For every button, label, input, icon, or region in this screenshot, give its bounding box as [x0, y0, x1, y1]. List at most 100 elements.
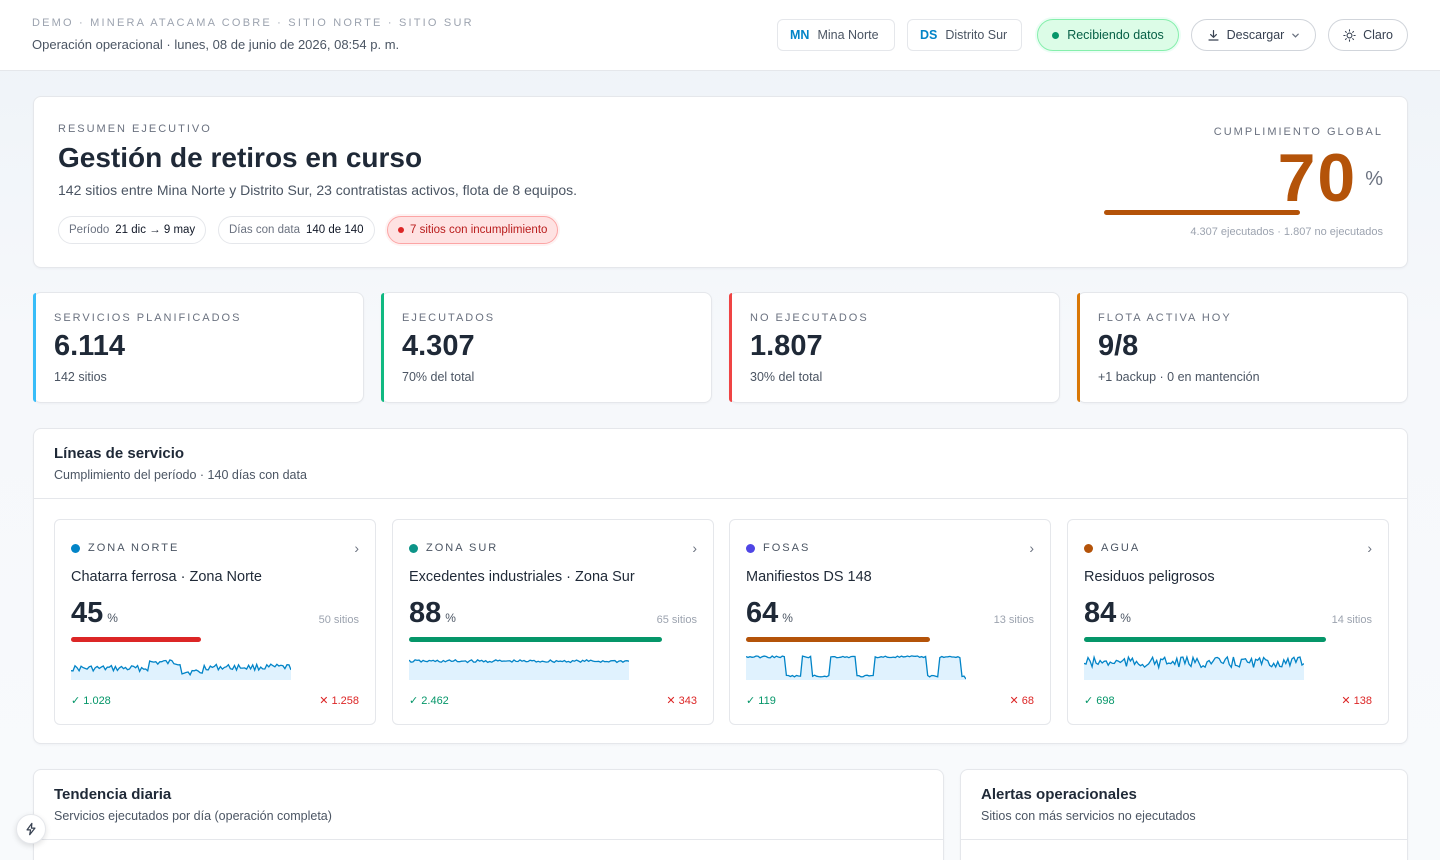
- chevron-down-icon: [1292, 33, 1300, 38]
- summary-description: 142 sitios entre Mina Norte y Distrito S…: [58, 182, 578, 198]
- daily-trend-title: Tendencia diaria: [54, 786, 172, 803]
- kpi-sub: 70% del total: [402, 370, 475, 384]
- kpi-sub: 142 sitios: [54, 370, 107, 384]
- summary-eyebrow: RESUMEN EJECUTIVO: [58, 123, 212, 135]
- service-line-executed-count: ✓ 698: [1084, 695, 1115, 707]
- sun-icon: [1343, 28, 1356, 42]
- live-status-badge[interactable]: Recibiendo datos: [1037, 19, 1179, 51]
- sparkline-line: [746, 655, 966, 680]
- site-button-mina-norte[interactable]: MN Mina Norte: [777, 19, 895, 51]
- service-line-tag: AGUA: [1084, 542, 1140, 554]
- period-label: Período: [69, 224, 110, 236]
- bolt-icon: [26, 822, 36, 836]
- service-line-name: Excedentes industriales · Zona Sur: [409, 569, 635, 585]
- compliance-progress-fill: [1104, 210, 1300, 215]
- service-lines-card: Líneas de servicio Cumplimiento del perí…: [33, 428, 1408, 744]
- live-dot-icon: [1052, 31, 1060, 39]
- service-line-card-agua[interactable]: AGUA › Residuos peligrosos 84 % 14 sitio…: [1067, 519, 1389, 725]
- service-line-percent: 88 %: [409, 597, 456, 630]
- service-line-progress-bar: [746, 637, 930, 642]
- page-subtitle: Operación operacional · lunes, 08 de jun…: [32, 37, 400, 52]
- status-dot-icon: [746, 543, 755, 553]
- service-line-tag: ZONA SUR: [409, 542, 498, 554]
- service-line-percent-unit: %: [1120, 611, 1131, 625]
- site-code: MN: [790, 28, 810, 42]
- daily-trend-card: Tendencia diaria Servicios ejecutados po…: [33, 769, 944, 860]
- service-line-card-zona-norte[interactable]: ZONA NORTE › Chatarra ferrosa · Zona Nor…: [54, 519, 376, 725]
- service-line-card-fosas[interactable]: FOSAS › Manifiestos DS 148 64 % 13 sitio…: [729, 519, 1051, 725]
- period-chip: Período 21 dic → 9 may: [58, 216, 207, 244]
- download-label: Descargar: [1226, 28, 1285, 42]
- service-line-executed-count: ✓ 2.462: [409, 695, 449, 707]
- days-chip: Días con data 140 de 140: [218, 216, 375, 244]
- kpi-sub: 30% del total: [750, 370, 823, 384]
- alerts-title: Alertas operacionales: [981, 786, 1137, 803]
- alerts-subtitle: Sitios con más servicios no ejecutados: [981, 809, 1196, 823]
- site-label: Distrito Sur: [945, 28, 1008, 42]
- service-line-name: Chatarra ferrosa · Zona Norte: [71, 569, 262, 585]
- top-bar: DEMO · MINERA ATACAMA COBRE · SITIO NORT…: [0, 0, 1440, 71]
- chevron-right-icon[interactable]: ›: [1029, 540, 1034, 556]
- service-line-sparkline: [409, 658, 629, 680]
- service-line-sparkline: [71, 659, 291, 680]
- service-lines-title: Líneas de servicio: [54, 445, 185, 462]
- compliance-unit: %: [1365, 168, 1383, 190]
- download-button[interactable]: Descargar: [1191, 19, 1316, 51]
- service-line-card-zona-sur[interactable]: ZONA SUR › Excedentes industriales · Zon…: [392, 519, 714, 725]
- service-line-percent: 45 %: [71, 597, 118, 630]
- period-value: 21 dic → 9 may: [115, 224, 196, 236]
- summary-title: Gestión de retiros en curso: [58, 142, 423, 173]
- service-line-sites: 14 sitios: [1331, 614, 1372, 626]
- site-label: Mina Norte: [817, 28, 879, 42]
- status-dot-icon: [409, 543, 418, 553]
- service-line-tag-label: FOSAS: [763, 542, 811, 554]
- service-line-tag: ZONA NORTE: [71, 542, 179, 554]
- service-line-percent-unit: %: [107, 611, 118, 625]
- service-line-tag-label: AGUA: [1101, 542, 1141, 554]
- chevron-right-icon[interactable]: ›: [354, 540, 359, 556]
- sparkline-line: [409, 658, 629, 664]
- site-button-distrito-sur[interactable]: DS Distrito Sur: [907, 19, 1022, 51]
- chevron-right-icon[interactable]: ›: [1367, 540, 1372, 556]
- theme-label: Claro: [1363, 28, 1393, 42]
- sparkline-line: [71, 659, 291, 677]
- kpi-accent: [729, 293, 732, 402]
- service-line-name: Residuos peligrosos: [1084, 569, 1215, 585]
- service-line-failed-count: ✕ 138: [1341, 695, 1372, 707]
- section-divider: [34, 498, 1407, 499]
- alert-dot-icon: [398, 227, 404, 233]
- service-line-progress-bar: [409, 637, 662, 642]
- kpi-accent: [381, 293, 384, 402]
- service-line-name: Manifiestos DS 148: [746, 569, 872, 585]
- kpi-accent: [1077, 293, 1080, 402]
- quick-action-button[interactable]: [16, 814, 46, 844]
- kpi-label: FLOTA ACTIVA HOY: [1098, 312, 1232, 324]
- service-line-percent: 84 %: [1084, 597, 1131, 630]
- compliance-value-group: 70 %: [1278, 144, 1383, 212]
- kpi-card-executed: EJECUTADOS 4.307 70% del total: [381, 292, 712, 403]
- service-line-executed-count: ✓ 119: [746, 695, 776, 707]
- status-dot-icon: [1084, 543, 1093, 553]
- service-line-sparkline: [746, 655, 966, 680]
- service-line-percent-value: 64: [746, 597, 779, 629]
- kpi-label: SERVICIOS PLANIFICADOS: [54, 312, 242, 324]
- kpi-label: EJECUTADOS: [402, 312, 496, 324]
- alerts-card: Alertas operacionales Sitios con más ser…: [960, 769, 1408, 860]
- non-compliance-alert-chip[interactable]: 7 sitios con incumplimiento: [387, 216, 559, 244]
- kpi-value: 4.307: [402, 330, 475, 362]
- theme-toggle-button[interactable]: Claro: [1328, 19, 1408, 51]
- service-line-failed-count: ✕ 343: [666, 695, 697, 707]
- service-line-tag-label: ZONA NORTE: [88, 542, 180, 554]
- service-line-failed-count: ✕ 68: [1009, 695, 1034, 707]
- chevron-right-icon[interactable]: ›: [692, 540, 697, 556]
- service-line-sparkline: [1084, 654, 1304, 680]
- service-line-executed-count: ✓ 1.028: [71, 695, 111, 707]
- site-code: DS: [920, 28, 938, 42]
- service-line-tag: FOSAS: [746, 542, 810, 554]
- service-line-progress-bar: [1084, 637, 1326, 642]
- kpi-value: 6.114: [54, 330, 125, 362]
- days-value: 140 de 140: [305, 224, 364, 236]
- kpi-card-fleet: FLOTA ACTIVA HOY 9/8 +1 backup · 0 en ma…: [1077, 292, 1408, 403]
- service-line-sites: 65 sitios: [656, 614, 697, 626]
- service-line-percent-value: 84: [1084, 597, 1117, 629]
